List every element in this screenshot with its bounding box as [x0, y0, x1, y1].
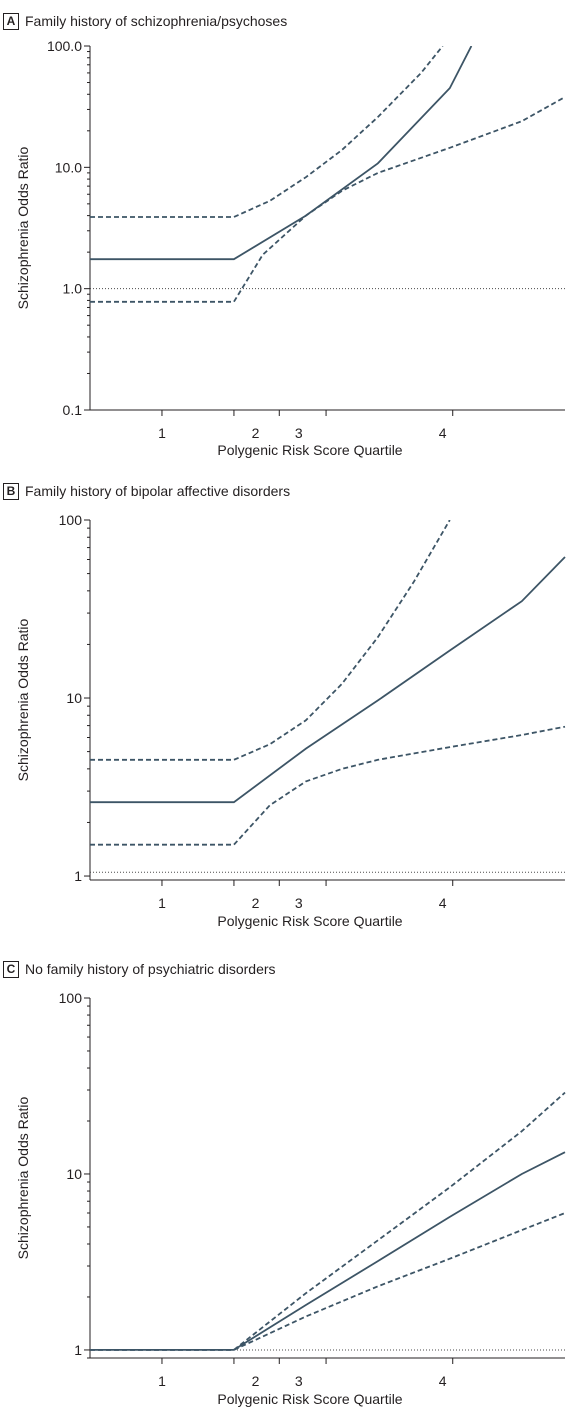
- odds-ratio-chart: 1 10 100 1 2 3 4 Polygenic Risk Score Quartile S…: [15, 990, 566, 1407]
- x-tick-label: 2: [252, 895, 260, 911]
- x-tick-label: 3: [295, 1373, 303, 1389]
- x-axis-label: Polygenic Risk Score Quartile: [217, 1391, 402, 1407]
- x-tick-label: 1: [158, 1373, 166, 1389]
- panel-header: B Family history of bipolar affective di…: [3, 480, 290, 502]
- x-tick-label: 1: [158, 895, 166, 911]
- y-tick-label: 10.0: [55, 159, 82, 175]
- y-tick-label: 10: [66, 690, 82, 706]
- y-tick-label: 10: [66, 1166, 82, 1182]
- x-tick-label: 3: [295, 425, 303, 441]
- confidence-interval-line: [90, 1091, 566, 1351]
- confidence-interval-line: [90, 1212, 566, 1351]
- y-tick-label: 0.1: [63, 402, 83, 418]
- odds-ratio-line: [90, 1151, 566, 1351]
- x-tick-label: 2: [252, 425, 260, 441]
- y-tick-label: 1: [74, 1342, 82, 1358]
- panel-letter: A: [3, 12, 19, 30]
- x-tick-label: 1: [158, 425, 166, 441]
- panel-a: A Family history of schizophrenia/psycho…: [0, 10, 567, 470]
- y-axis-label: Schizophrenia Odds Ratio: [15, 618, 31, 781]
- panel-letter: B: [3, 482, 19, 500]
- y-axis-label: Schizophrenia Odds Ratio: [15, 1096, 31, 1259]
- confidence-interval-line: [90, 725, 566, 846]
- odds-ratio-chart: 0.1 1.0 10.0 100.0 1 2 3 4 Polygenic Risk Score …: [15, 38, 566, 458]
- x-tick-label: 4: [439, 425, 447, 441]
- y-axis-label: Schizophrenia Odds Ratio: [15, 146, 31, 309]
- panel-c: C No family history of psychiatric disor…: [0, 958, 567, 1420]
- y-tick-label: 100: [59, 512, 83, 528]
- x-axis-label: Polygenic Risk Score Quartile: [217, 442, 402, 458]
- y-tick-label: 1.0: [63, 281, 83, 297]
- panel-header: C No family history of psychiatric disor…: [3, 958, 276, 980]
- panel-title: Family history of schizophrenia/psychose…: [25, 13, 288, 29]
- confidence-interval-line: [90, 520, 451, 761]
- panel-b: B Family history of bipolar affective di…: [0, 480, 567, 940]
- panel-header: A Family history of schizophrenia/psycho…: [3, 10, 287, 32]
- y-tick-label: 100.0: [47, 38, 82, 54]
- odds-ratio-line: [90, 46, 473, 261]
- odds-ratio-chart: 1 10 100 1 2 3 4 Polygenic Risk Score Quartile S…: [15, 512, 566, 929]
- x-tick-label: 2: [252, 1373, 260, 1389]
- x-tick-label: 4: [439, 895, 447, 911]
- x-tick-label: 3: [295, 895, 303, 911]
- x-axis-label: Polygenic Risk Score Quartile: [217, 913, 402, 929]
- y-tick-label: 1: [74, 868, 82, 884]
- panel-title: Family history of bipolar affective diso…: [25, 483, 291, 499]
- confidence-interval-line: [90, 46, 444, 218]
- x-tick-label: 4: [439, 1373, 447, 1389]
- confidence-interval-line: [90, 96, 566, 303]
- panel-letter: C: [3, 960, 19, 978]
- panel-title: No family history of psychiatric disorde…: [25, 961, 276, 977]
- odds-ratio-line: [90, 556, 566, 804]
- y-tick-label: 100: [59, 990, 83, 1006]
